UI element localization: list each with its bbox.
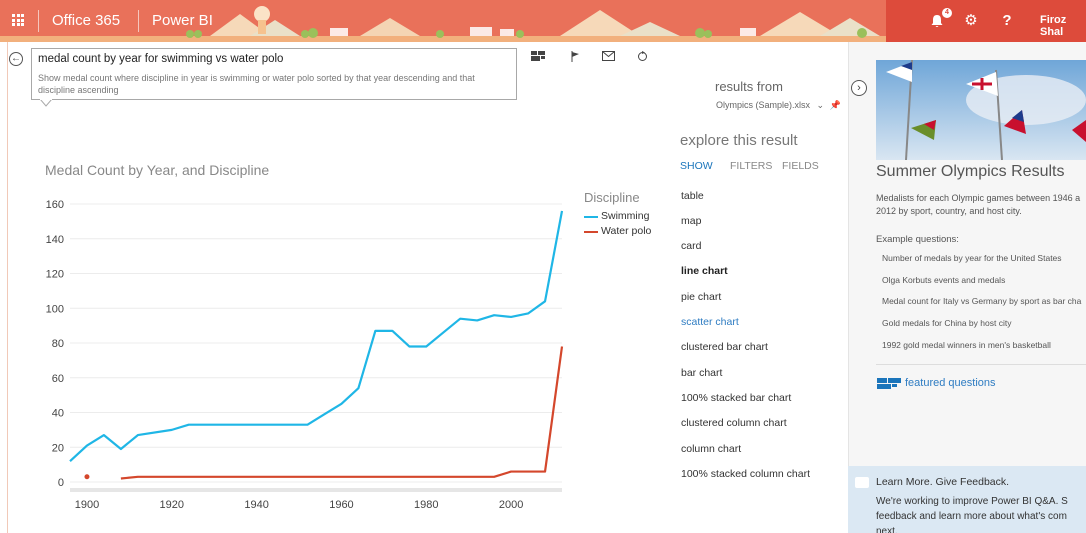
y-tick-label: 60	[52, 373, 64, 385]
question-box[interactable]: medal count by year for swimming vs wate…	[31, 48, 517, 100]
header-separator	[38, 10, 39, 32]
power-bi-link[interactable]: Power BI	[152, 12, 213, 29]
y-tick-label: 80	[52, 338, 64, 350]
viz-option-bar-chart[interactable]: bar chart	[681, 367, 723, 379]
header-separator	[138, 10, 139, 32]
back-arrow-icon[interactable]: ←	[9, 52, 23, 66]
x-tick-label: 1920	[160, 499, 184, 511]
panel-divider	[876, 364, 1086, 365]
pin-icon[interactable]: 📌	[829, 100, 841, 110]
dataset-title: Summer Olympics Results	[876, 163, 1065, 180]
y-tick-label: 20	[52, 442, 64, 454]
x-tick-label: 1960	[329, 499, 353, 511]
user-name[interactable]: Firoz Shal	[1040, 14, 1067, 38]
refresh-icon[interactable]	[635, 51, 649, 63]
data-point-water-polo-1900	[84, 474, 90, 480]
viz-option-line-chart[interactable]: line chart	[681, 265, 728, 277]
chat-bubble-icon	[855, 477, 869, 488]
x-tick-label: 2000	[499, 499, 523, 511]
question-input[interactable]: medal count by year for swimming vs wate…	[38, 53, 284, 65]
explore-title: explore this result	[680, 132, 798, 149]
viz-option-map[interactable]: map	[681, 215, 702, 227]
y-tick-label: 0	[58, 477, 64, 489]
notifications-bell-icon[interactable]	[926, 10, 948, 32]
x-tick-label: 1900	[75, 499, 99, 511]
y-tick-label: 140	[46, 234, 64, 246]
y-tick-label: 100	[46, 303, 64, 315]
top-bar: Office 365 Power BI 4 ⚙ ? Firoz Shal	[0, 0, 1086, 42]
pin-to-dashboard-icon[interactable]	[531, 51, 545, 63]
notification-count-badge: 4	[942, 8, 952, 18]
viz-option-scatter-chart[interactable]: scatter chart	[681, 316, 739, 328]
results-source-name: Olympics (Sample).xlsx	[716, 100, 811, 110]
feedback-text: We're working to improve Power BI Q&A. S…	[876, 496, 1068, 533]
legend-item-swimming[interactable]: Swimming	[584, 209, 651, 224]
x-tick-label: 1940	[244, 499, 268, 511]
featured-questions-link[interactable]: featured questions	[905, 377, 996, 389]
viz-option-column-chart[interactable]: column chart	[681, 443, 742, 455]
example-question[interactable]: Medal count for Italy vs Germany by spor…	[882, 296, 1082, 306]
line-chart[interactable]: 0 20 40 60 80 100 120 140 160 1900 1920 1940 1960 198…	[40, 188, 580, 518]
left-edge-border	[0, 42, 8, 533]
example-question[interactable]: Gold medals for China by host city	[882, 318, 1012, 328]
chart-title: Medal Count by Year, and Discipline	[45, 162, 270, 178]
question-box-pointer	[40, 99, 53, 107]
dataset-description: Medalists for each Olympic games between…	[876, 193, 1081, 216]
viz-option-table[interactable]: table	[681, 190, 704, 202]
y-tick-label: 160	[46, 199, 64, 211]
y-tick-label: 40	[52, 408, 64, 420]
help-icon[interactable]: ?	[1002, 12, 1012, 29]
viz-option-pie-chart[interactable]: pie chart	[681, 291, 722, 303]
office365-link[interactable]: Office 365	[52, 12, 121, 29]
viz-option-clustered-column-chart[interactable]: clustered column chart	[681, 417, 787, 429]
email-envelope-icon[interactable]	[601, 51, 615, 63]
tab-fields[interactable]: FIELDS	[782, 160, 819, 172]
featured-questions-icon[interactable]	[877, 378, 901, 389]
tab-show[interactable]: SHOW	[680, 160, 713, 172]
results-from-label: results from	[715, 79, 783, 94]
x-tick-label: 1980	[414, 499, 438, 511]
viz-option-100-stacked-column-chart[interactable]: 100% stacked column chart	[681, 468, 810, 480]
chart-legend: Discipline Swimming Water polo	[584, 190, 651, 239]
legend-label-swimming: Swimming	[601, 210, 650, 222]
viz-option-clustered-bar-chart[interactable]: clustered bar chart	[681, 341, 768, 353]
olympic-flags-image	[876, 60, 1086, 160]
example-question[interactable]: Olga Korbuts events and medals	[882, 275, 1006, 285]
feedback-box[interactable]	[848, 466, 1086, 533]
example-questions-label: Example questions:	[876, 234, 959, 245]
chevron-down-icon[interactable]: ⌄	[816, 100, 825, 110]
question-restatement: Show medal count where discipline in yea…	[38, 73, 475, 95]
settings-gear-icon[interactable]: ⚙	[964, 12, 978, 29]
series-line-swimming	[69, 210, 564, 462]
legend-label-water-polo: Water polo	[601, 225, 652, 237]
header-right-zone	[886, 0, 1086, 42]
legend-title: Discipline	[584, 190, 640, 205]
header-scenery-illustration	[0, 0, 886, 42]
collapse-panel-arrow-icon[interactable]: ›	[851, 80, 867, 96]
app-launcher-icon[interactable]	[12, 14, 24, 26]
series-line-water-polo	[120, 346, 564, 480]
legend-item-water-polo[interactable]: Water polo	[584, 224, 651, 239]
y-tick-label: 120	[46, 269, 64, 281]
example-question[interactable]: Number of medals by year for the United …	[882, 253, 1062, 263]
x-axis-scrollbar	[70, 488, 562, 492]
feedback-title[interactable]: Learn More. Give Feedback.	[876, 476, 1010, 488]
example-question[interactable]: 1992 gold medal winners in men's basketb…	[882, 340, 1051, 350]
viz-option-100-stacked-bar-chart[interactable]: 100% stacked bar chart	[681, 392, 792, 404]
results-source-selector[interactable]: Olympics (Sample).xlsx ⌄ 📌	[716, 100, 841, 111]
flag-icon[interactable]	[569, 51, 583, 63]
tab-filters[interactable]: FILTERS	[730, 160, 773, 172]
viz-option-card[interactable]: card	[681, 240, 702, 252]
